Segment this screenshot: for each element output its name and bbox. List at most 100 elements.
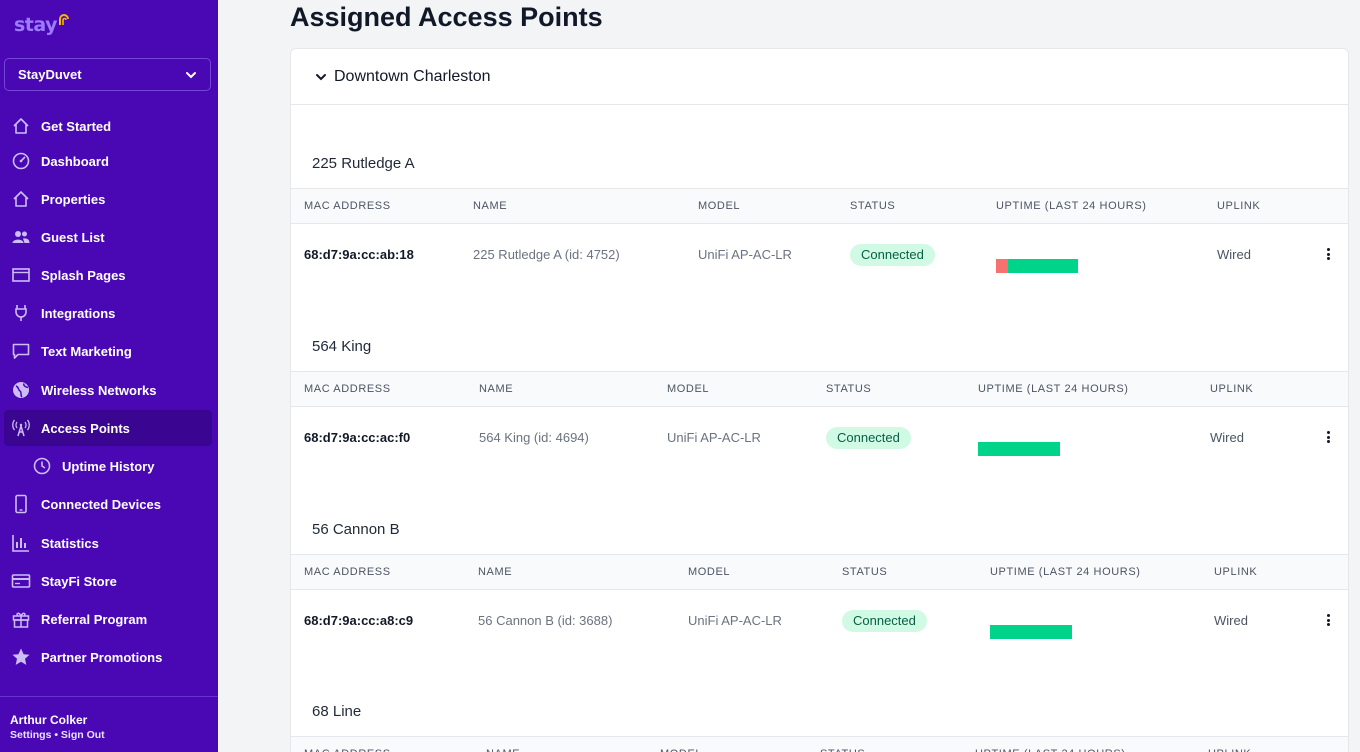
- logo-text: stay: [14, 14, 58, 36]
- access-points-card: Downtown Charleston 225 Rutledge A MAC A…: [290, 48, 1349, 752]
- sidebar-item-statistics[interactable]: Statistics: [4, 525, 212, 561]
- property-title: 68 Line: [312, 703, 362, 720]
- sidebar-item-access-points[interactable]: Access Points: [4, 410, 212, 446]
- sidebar-item-label: Dashboard: [41, 153, 109, 169]
- sidebar-item-referral-program[interactable]: Referral Program: [4, 601, 212, 637]
- page-title: Assigned Access Points: [290, 2, 603, 32]
- organization-select-value: StayDuvet: [18, 67, 82, 82]
- credit-card-icon: [10, 570, 32, 592]
- column-header-uplink: UPLINK: [1217, 200, 1261, 212]
- column-header-uptime: UPTIME (LAST 24 HOURS): [978, 383, 1129, 395]
- stayfi-logo[interactable]: stay: [14, 10, 70, 40]
- organization-select[interactable]: StayDuvet: [4, 58, 211, 91]
- uptime-bar: [978, 442, 1060, 456]
- sidebar-item-integrations[interactable]: Integrations: [4, 295, 212, 331]
- sidebar-item-label: StayFi Store: [41, 573, 117, 589]
- sidebar-item-connected-devices[interactable]: Connected Devices: [4, 486, 212, 522]
- bar-chart-icon: [10, 532, 32, 554]
- chevron-down-icon: [186, 71, 196, 78]
- browser-window-icon: [10, 264, 32, 286]
- uplink-value: Wired: [1217, 247, 1251, 262]
- building-icon: [10, 188, 32, 210]
- column-header-status: STATUS: [842, 566, 888, 578]
- status-badge: Connected: [826, 427, 911, 449]
- ap-model: UniFi AP-AC-LR: [688, 613, 782, 628]
- table-header: MAC ADDRESS NAME MODEL STATUS UPTIME (LA…: [291, 371, 1348, 407]
- property-title: 56 Cannon B: [312, 521, 400, 538]
- table-row: 68:d7:9a:cc:ac:f0 564 King (id: 4694) Un…: [291, 407, 1348, 471]
- ap-name: 225 Rutledge A (id: 4752): [473, 247, 620, 262]
- row-menu-icon[interactable]: [1324, 429, 1332, 445]
- column-header-mac: MAC ADDRESS: [304, 383, 391, 395]
- sidebar: stay StayDuvet Get Started Dashboard Pro…: [0, 0, 218, 752]
- column-header-mac: MAC ADDRESS: [304, 748, 391, 752]
- status-badge: Connected: [842, 610, 927, 632]
- row-menu-icon[interactable]: [1324, 612, 1332, 628]
- plug-icon: [10, 302, 32, 324]
- sidebar-item-splash-pages[interactable]: Splash Pages: [4, 257, 212, 293]
- sidebar-item-label: Uptime History: [62, 458, 155, 474]
- sidebar-item-label: Integrations: [41, 305, 116, 321]
- column-header-uptime: UPTIME (LAST 24 HOURS): [990, 566, 1141, 578]
- sidebar-item-label: Text Marketing: [41, 343, 132, 359]
- column-header-uplink: UPLINK: [1208, 748, 1251, 752]
- property-title: 225 Rutledge A: [312, 155, 415, 172]
- ap-name: 564 King (id: 4694): [479, 430, 589, 445]
- sidebar-item-get-started[interactable]: Get Started: [4, 108, 212, 144]
- sidebar-item-label: Statistics: [41, 535, 99, 551]
- column-header-uplink: UPLINK: [1214, 566, 1258, 578]
- ap-model: UniFi AP-AC-LR: [698, 247, 792, 262]
- uptime-bar: [990, 625, 1072, 639]
- ap-model: UniFi AP-AC-LR: [667, 430, 761, 445]
- ap-name: 56 Cannon B (id: 3688): [478, 613, 613, 628]
- user-panel: Arthur Colker Settings • Sign Out: [0, 696, 218, 752]
- sidebar-item-wireless-networks[interactable]: Wireless Networks: [4, 372, 212, 408]
- group-name: Downtown Charleston: [334, 67, 491, 85]
- uplink-value: Wired: [1214, 613, 1248, 628]
- star-icon: [10, 646, 32, 668]
- table-row: 68:d7:9a:cc:ab:18 225 Rutledge A (id: 47…: [291, 224, 1348, 288]
- status-badge: Connected: [850, 244, 935, 266]
- uplink-value: Wired: [1210, 430, 1244, 445]
- sidebar-item-guest-list[interactable]: Guest List: [4, 219, 212, 255]
- sidebar-item-stayfi-store[interactable]: StayFi Store: [4, 563, 212, 599]
- user-links[interactable]: Settings • Sign Out: [10, 729, 105, 741]
- table-header: MAC ADDRESS NAME MODEL STATUS UPTIME (LA…: [291, 736, 1348, 752]
- mac-address: 68:d7:9a:cc:ac:f0: [304, 430, 411, 445]
- sidebar-item-label: Splash Pages: [41, 267, 126, 283]
- column-header-status: STATUS: [826, 383, 872, 395]
- table-header: MAC ADDRESS NAME MODEL STATUS UPTIME (LA…: [291, 554, 1348, 590]
- column-header-name: NAME: [479, 383, 514, 395]
- sidebar-item-dashboard[interactable]: Dashboard: [4, 143, 212, 179]
- row-menu-icon[interactable]: [1324, 246, 1332, 262]
- column-header-uplink: UPLINK: [1210, 383, 1254, 395]
- column-header-uptime: UPTIME (LAST 24 HOURS): [996, 200, 1147, 212]
- table-header: MAC ADDRESS NAME MODEL STATUS UPTIME (LA…: [291, 188, 1348, 224]
- sidebar-item-label: Referral Program: [41, 611, 148, 627]
- chat-icon: [10, 340, 32, 362]
- column-header-uptime: UPTIME (LAST 24 HOURS): [975, 748, 1126, 752]
- uptime-bar: [996, 259, 1078, 273]
- column-header-mac: MAC ADDRESS: [304, 566, 391, 578]
- sidebar-item-properties[interactable]: Properties: [4, 181, 212, 217]
- sidebar-item-label: Connected Devices: [41, 496, 161, 512]
- home-icon: [10, 115, 32, 137]
- sidebar-item-uptime-history[interactable]: Uptime History: [4, 448, 212, 484]
- globe-icon: [10, 379, 32, 401]
- user-name: Arthur Colker: [10, 713, 88, 727]
- sidebar-item-label: Properties: [41, 191, 106, 207]
- gift-icon: [10, 608, 32, 630]
- sidebar-item-text-marketing[interactable]: Text Marketing: [4, 333, 212, 369]
- group-header[interactable]: Downtown Charleston: [291, 49, 1348, 105]
- column-header-name: NAME: [478, 566, 513, 578]
- uptime-down-segment: [996, 259, 1009, 273]
- sidebar-item-label: Get Started: [41, 118, 112, 134]
- gauge-icon: [10, 150, 32, 172]
- column-header-mac: MAC ADDRESS: [304, 200, 391, 212]
- sidebar-item-partner-promotions[interactable]: Partner Promotions: [4, 639, 212, 675]
- column-header-model: MODEL: [688, 566, 731, 578]
- wifi-fan-icon: [59, 14, 70, 25]
- sidebar-item-label: Guest List: [41, 229, 105, 245]
- antenna-icon: [10, 417, 32, 439]
- column-header-model: MODEL: [660, 748, 702, 752]
